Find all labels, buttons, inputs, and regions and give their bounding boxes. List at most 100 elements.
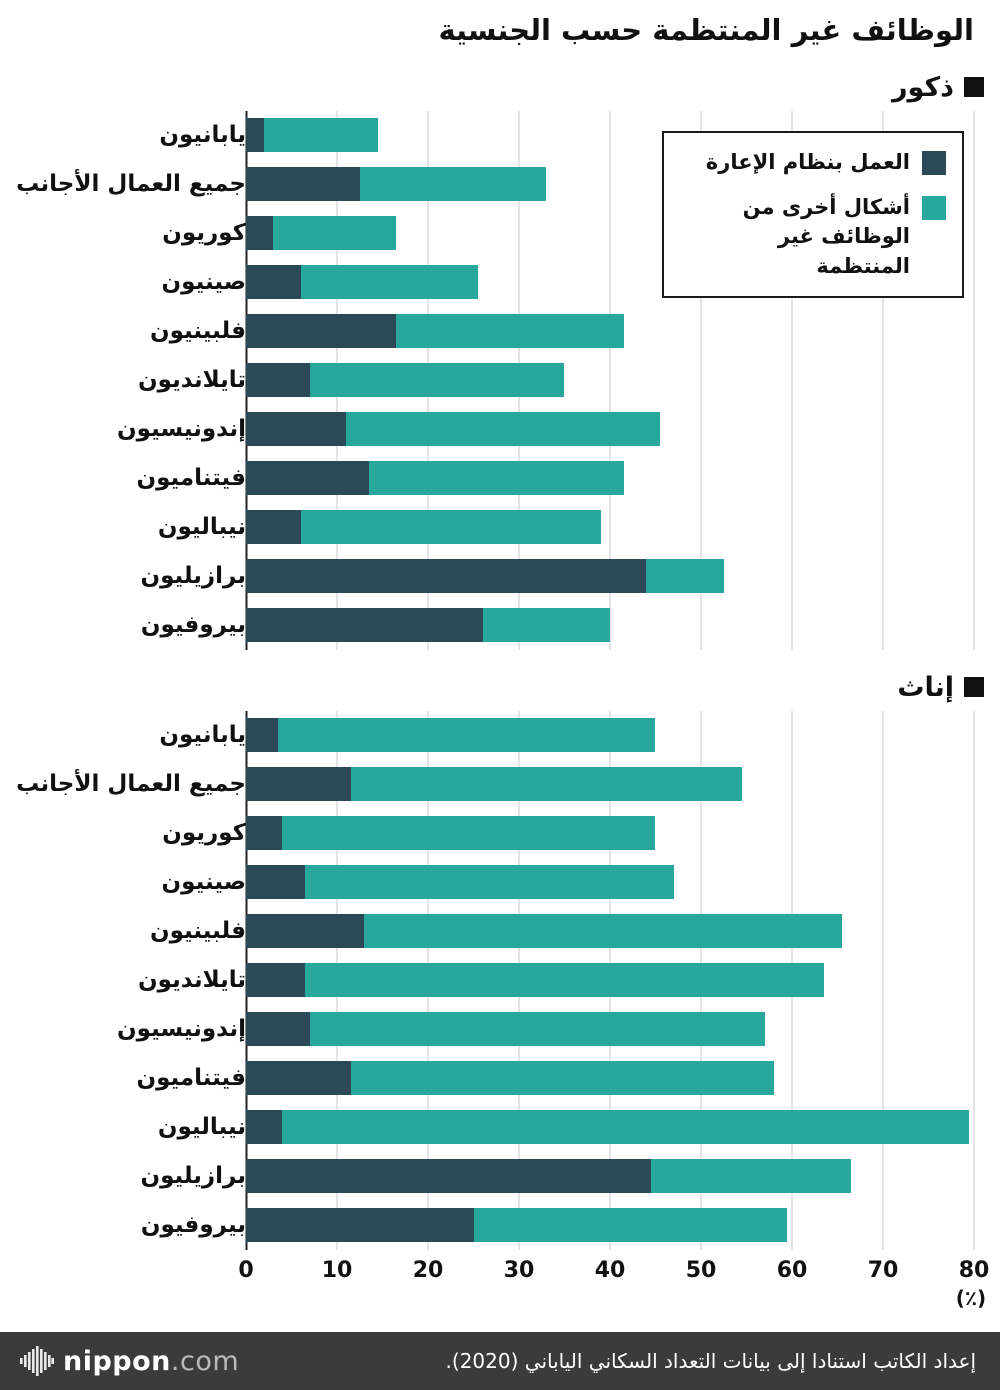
bar-row: صينيون [0,858,1000,907]
bar-segment-other [282,816,656,851]
females-chart-plot: يابانيون جميع العمال الأجانب كوريون صينيون ف… [0,710,1000,1250]
bar-track [246,914,974,949]
bar-segment-other [309,1012,765,1047]
legend-item-dispatch: العمل بنظام الإعارة [680,148,946,177]
nippon-logo-icon [20,1346,54,1376]
bar-segment-other [346,412,661,447]
bar-track [246,167,974,202]
black-square-marker [964,677,984,698]
nippon-brand: nippon.com [20,1346,239,1377]
bar-segment-dispatch [246,412,347,447]
bar-row: يابانيون [0,111,1000,160]
legend: العمل بنظام الإعارة أشكال أخرى من الوظائ… [662,130,964,299]
bar-segment-other [264,118,378,153]
bar-segment-dispatch [246,1110,283,1145]
x-tick-label: 70 [867,1257,899,1283]
bar-segment-other [305,865,674,900]
bar-segment-dispatch [246,510,301,545]
gridline [882,710,884,1250]
bar-track [246,865,974,900]
bar-segment-dispatch [246,118,265,153]
category-label: بيروفيون [140,1212,246,1239]
category-label: تايلانديون [138,367,246,394]
bar-track [246,1110,974,1145]
bar-row: فلبينيون [0,907,1000,956]
bar-segment-other [300,510,601,545]
x-axis-unit-row: (٪) [246,1284,987,1312]
source-credit: إعداد الكاتب استنادا إلى بيانات التعداد … [445,1349,976,1373]
bar-segment-other [396,314,624,349]
bar-segment-other [364,914,843,949]
bar-track [246,1061,974,1096]
panel-header-males: ذكور [0,72,1000,103]
bar-row: فيتناميون [0,1054,1000,1103]
bar-segment-dispatch [246,265,301,300]
bar-segment-other [359,167,547,202]
gridline [973,110,975,650]
category-label: جميع العمال الأجانب [16,171,246,198]
bar-track [246,314,974,349]
gridline [609,110,611,650]
bar-track [246,265,974,300]
males-chart-plot: العمل بنظام الإعارة أشكال أخرى من الوظائ… [0,110,1000,650]
bar-segment-dispatch [246,963,306,998]
category-label: فلبينيون [149,318,246,345]
bar-segment-other [277,718,656,753]
bar-track [246,718,974,753]
gridline [791,110,793,650]
bar-row: جميع العمال الأجانب [0,160,1000,209]
gridline [973,710,975,1250]
bar-row: كوريون [0,209,1000,258]
bar-segment-other [305,963,824,998]
category-label: تايلانديون [138,967,246,994]
other-color-swatch [922,196,946,221]
bar-row: يابانيون [0,711,1000,760]
bar-segment-dispatch [246,914,365,949]
legend-item-other: أشكال أخرى من الوظائف غير المنتظمة [680,193,946,281]
brand-text: nippon.com [63,1346,239,1377]
panel-header-females: إناث [0,672,1000,703]
bar-segment-dispatch [246,461,369,496]
bar-row: نيباليون [0,503,1000,552]
category-label: برازيليون [140,563,246,590]
bar-segment-dispatch [246,1208,474,1243]
brand-suffix: .com [170,1345,240,1377]
legend-label-other: أشكال أخرى من الوظائف غير المنتظمة [742,195,910,278]
legend-label-dispatch: العمل بنظام الإعارة [705,149,910,174]
bar-segment-other [350,1061,774,1096]
bar-segment-dispatch [246,816,283,851]
bar-segment-other [482,608,610,643]
bar-track [246,608,974,643]
bar-segment-dispatch [246,718,278,753]
gridline [882,110,884,650]
x-tick-label: 30 [503,1257,535,1283]
category-label: جميع العمال الأجانب [16,771,246,798]
category-label: كوريون [162,220,246,247]
x-tick-label: 80 [958,1257,990,1283]
x-tick-label: 20 [412,1257,444,1283]
gridline [700,110,702,650]
bar-track [246,559,974,594]
category-label: بيروفيون [140,612,246,639]
x-tick-label: 0 [238,1257,254,1283]
bar-segment-dispatch [246,1159,651,1194]
bar-row: تايلانديون [0,356,1000,405]
bar-segment-dispatch [246,1012,310,1047]
panel-title-females: إناث [897,671,954,703]
bar-segment-dispatch [246,1061,351,1096]
bar-track [246,1012,974,1047]
bar-track [246,767,974,802]
bar-segment-other [300,265,479,300]
bar-track [246,363,974,398]
bar-track [246,118,974,153]
category-label: برازيليون [140,1163,246,1190]
category-label: نيباليون [157,1114,246,1141]
bar-track [246,1159,974,1194]
bar-track [246,963,974,998]
bar-track [246,461,974,496]
footer-bar: nippon.com إعداد الكاتب استنادا إلى بيان… [0,1332,1000,1390]
category-label: إندونيسيون [117,416,246,443]
category-label: صينيون [161,269,246,296]
bar-segment-dispatch [246,167,360,202]
bar-segment-dispatch [246,865,306,900]
